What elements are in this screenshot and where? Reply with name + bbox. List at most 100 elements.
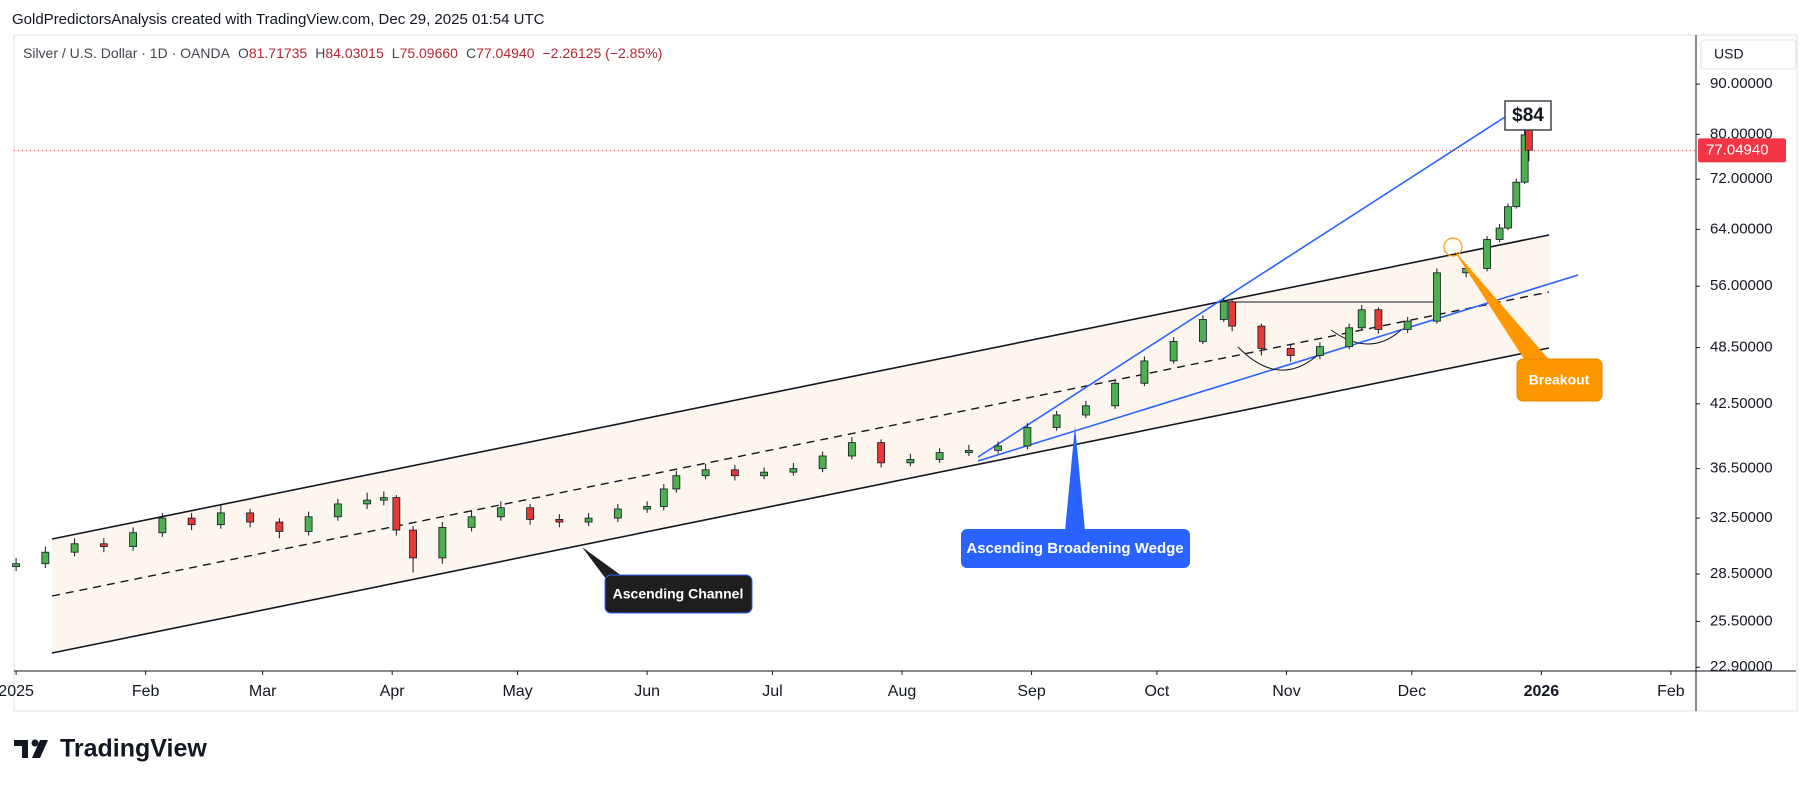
target-label: $84 (1512, 105, 1544, 126)
candle-body (1483, 239, 1491, 269)
channel-label: Ascending Channel (613, 586, 744, 602)
candle-body (1081, 405, 1090, 416)
candle-body (158, 517, 167, 534)
candle-body (555, 519, 564, 523)
candle-body (304, 516, 313, 532)
candle-body (701, 469, 710, 477)
candle-body (1495, 227, 1504, 240)
candle-body (409, 529, 417, 559)
brand: TradingView (60, 735, 207, 763)
target-box (1504, 100, 1552, 131)
candle-body (216, 512, 225, 526)
ohlc-letter: L (392, 45, 400, 61)
logo-part (14, 740, 28, 746)
channel-lower (51, 347, 1550, 654)
ohlc-letter: C (466, 45, 476, 61)
candle-body (1169, 341, 1178, 362)
y-tick-label: 90.00000 (1710, 75, 1773, 92)
y-tick-label: 48.50000 (1710, 339, 1773, 356)
candle-body (964, 449, 973, 454)
cup-arc (1237, 346, 1321, 371)
y-tick-label: 42.50000 (1710, 395, 1773, 412)
candle-body (1403, 320, 1412, 330)
candle-body (275, 521, 284, 532)
candle-body (1504, 206, 1512, 229)
ohlc-value: 81.71735 (249, 45, 308, 61)
candle-body (1052, 414, 1061, 428)
legend-line: Silver / U.S. Dollar · 1D · OANDA O81.717… (23, 45, 662, 61)
wedge-label: Ascending Broadening Wedge (966, 540, 1183, 557)
breakout-box (1516, 358, 1603, 402)
candle-body (877, 442, 886, 464)
ohlc-value: 77.04940 (476, 45, 535, 61)
candle-body (392, 497, 401, 531)
candle-body (333, 503, 342, 518)
x-tick-label: Apr (380, 683, 406, 700)
logo-part (32, 740, 48, 758)
last-price-tag (1698, 138, 1786, 163)
breakout-pointer (1453, 249, 1551, 362)
x-tick-label: Dec (1398, 683, 1426, 700)
candle-body (1520, 134, 1529, 183)
candle-body (129, 532, 137, 547)
y-tick-label: 36.50000 (1710, 460, 1773, 477)
chart-frame (13, 34, 1798, 712)
candle-body (1433, 272, 1441, 322)
candle-body (847, 442, 856, 457)
candle-body (906, 459, 915, 464)
channel-pointer (582, 547, 626, 579)
ohlc-value: 75.09660 (400, 45, 459, 61)
x-tick-label: Feb (132, 683, 160, 700)
attribution: GoldPredictorsAnalysis created with Trad… (12, 11, 545, 28)
breakout-label: Breakout (1529, 372, 1590, 388)
channel-mid (51, 291, 1550, 597)
candle-body (1512, 181, 1521, 208)
breakout-marker (1443, 237, 1463, 257)
candle-body (1316, 346, 1324, 356)
x-tick-label: Jun (634, 683, 660, 700)
candle-body (363, 499, 372, 505)
candle-body (1228, 301, 1237, 327)
currency-box[interactable] (1700, 39, 1797, 70)
currency[interactable]: USD (1714, 46, 1744, 62)
x-tick-label: Mar (249, 683, 277, 700)
y-tick-label: 56.00000 (1710, 277, 1773, 294)
candle-body (1198, 319, 1207, 342)
candle-body (672, 475, 681, 490)
x-tick-label: Jul (762, 683, 782, 700)
candle-body (99, 543, 108, 547)
candle-body (1140, 360, 1149, 384)
y-tick-label: 28.50000 (1710, 565, 1773, 582)
candle-body (584, 517, 593, 523)
candle-body (467, 516, 476, 528)
candle-body (526, 507, 534, 520)
candle-body (41, 551, 50, 565)
candle-body (935, 452, 944, 460)
wedge-pointer (1065, 426, 1085, 531)
candle-body (187, 517, 196, 526)
candle-body (643, 506, 652, 510)
last-price-label: 77.04940 (1706, 141, 1769, 158)
candle-body (1286, 348, 1295, 356)
candle-body (1111, 382, 1120, 407)
ohlc-letter: H (315, 45, 325, 61)
candle-body (730, 469, 739, 477)
x-tick-label: Feb (1657, 683, 1685, 700)
candle-body (246, 512, 255, 523)
candle-body (1219, 301, 1228, 320)
candle-body (438, 526, 447, 559)
candle-body (994, 445, 1003, 451)
candle-body (760, 471, 769, 477)
y-tick-label: 80.00000 (1710, 125, 1773, 142)
ohlc-value: 84.03015 (325, 45, 384, 61)
x-tick-label: Aug (888, 683, 916, 700)
wedge-upper (977, 116, 1506, 458)
x-tick-label: 2025 (0, 683, 34, 700)
candle-body (659, 488, 668, 507)
channel-box (604, 574, 753, 614)
candle-body (1357, 309, 1366, 329)
logo-part (31, 739, 39, 747)
ohlc-letter: O (238, 45, 249, 61)
x-tick-label: Oct (1144, 683, 1169, 700)
